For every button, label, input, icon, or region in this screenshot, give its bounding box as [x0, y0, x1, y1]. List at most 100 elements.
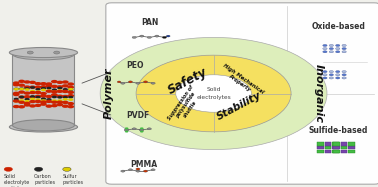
Circle shape [36, 96, 41, 98]
Circle shape [54, 51, 60, 54]
Circle shape [56, 90, 63, 93]
Circle shape [68, 88, 73, 91]
Circle shape [46, 87, 51, 89]
Circle shape [67, 102, 74, 105]
Circle shape [329, 70, 333, 73]
Circle shape [25, 88, 30, 91]
Circle shape [36, 88, 41, 91]
Circle shape [323, 70, 327, 73]
Circle shape [13, 105, 20, 108]
Circle shape [117, 81, 121, 83]
Circle shape [68, 96, 73, 98]
Circle shape [121, 170, 125, 172]
Circle shape [51, 80, 58, 83]
FancyBboxPatch shape [333, 146, 339, 149]
Circle shape [4, 167, 12, 171]
Circle shape [136, 55, 291, 132]
Circle shape [151, 169, 155, 171]
Circle shape [100, 37, 327, 150]
Circle shape [45, 105, 52, 108]
Circle shape [124, 129, 129, 131]
Circle shape [136, 170, 140, 172]
FancyBboxPatch shape [325, 150, 332, 153]
Circle shape [336, 51, 340, 53]
Circle shape [18, 105, 25, 108]
Circle shape [342, 70, 346, 73]
FancyBboxPatch shape [341, 150, 347, 153]
Circle shape [35, 85, 42, 89]
Circle shape [19, 99, 24, 102]
Ellipse shape [12, 49, 74, 60]
Circle shape [68, 98, 73, 101]
Circle shape [336, 74, 340, 76]
Circle shape [132, 36, 136, 39]
Circle shape [13, 99, 20, 103]
FancyBboxPatch shape [341, 142, 347, 145]
Circle shape [35, 91, 42, 94]
Text: Suppression of
polysulfide
shuttle: Suppression of polysulfide shuttle [167, 84, 204, 127]
Circle shape [13, 92, 20, 95]
Circle shape [56, 85, 63, 88]
Text: Stability: Stability [215, 90, 263, 122]
FancyBboxPatch shape [317, 146, 324, 149]
Circle shape [63, 167, 71, 171]
Circle shape [62, 95, 69, 98]
Circle shape [19, 88, 24, 90]
Circle shape [51, 90, 58, 94]
Circle shape [14, 88, 19, 91]
FancyBboxPatch shape [325, 142, 332, 145]
Circle shape [34, 167, 43, 171]
Circle shape [40, 94, 47, 98]
Circle shape [51, 85, 58, 88]
Circle shape [67, 94, 74, 97]
Circle shape [63, 98, 68, 101]
Circle shape [52, 99, 57, 102]
FancyBboxPatch shape [349, 146, 355, 149]
Circle shape [162, 36, 167, 39]
Circle shape [62, 84, 69, 88]
Text: Polymer: Polymer [104, 68, 113, 119]
FancyBboxPatch shape [333, 146, 339, 149]
Circle shape [140, 131, 143, 132]
Circle shape [342, 51, 346, 53]
Circle shape [13, 93, 20, 96]
Circle shape [24, 91, 31, 95]
Circle shape [24, 103, 31, 107]
Circle shape [52, 88, 57, 91]
FancyBboxPatch shape [349, 142, 355, 145]
Circle shape [19, 88, 24, 90]
Circle shape [121, 82, 125, 84]
Circle shape [62, 101, 69, 104]
Circle shape [329, 51, 333, 53]
Text: Sulfur
particles: Sulfur particles [62, 174, 84, 185]
Circle shape [25, 100, 30, 102]
Circle shape [35, 100, 42, 103]
Circle shape [329, 74, 333, 76]
FancyBboxPatch shape [325, 146, 332, 149]
Text: Sulfide-based: Sulfide-based [308, 126, 368, 135]
Circle shape [329, 47, 333, 50]
Circle shape [41, 87, 46, 90]
Circle shape [67, 82, 74, 86]
Circle shape [29, 96, 36, 99]
Text: Carbon
particles: Carbon particles [34, 174, 55, 185]
Circle shape [52, 90, 57, 93]
Circle shape [51, 101, 58, 104]
Text: Solid
electrolyte
particles: Solid electrolyte particles [4, 174, 30, 187]
Circle shape [36, 90, 41, 93]
Circle shape [46, 98, 51, 101]
Circle shape [132, 128, 136, 130]
Circle shape [35, 95, 42, 98]
Circle shape [323, 47, 327, 50]
Circle shape [139, 35, 144, 37]
Circle shape [41, 99, 46, 102]
Circle shape [40, 102, 47, 106]
Text: Oxide-based: Oxide-based [311, 22, 365, 31]
Circle shape [40, 82, 47, 85]
Circle shape [45, 100, 52, 103]
FancyBboxPatch shape [106, 3, 378, 184]
Text: PVDF: PVDF [127, 111, 150, 120]
Text: PEO: PEO [127, 61, 144, 70]
Circle shape [30, 86, 35, 89]
Circle shape [128, 169, 133, 171]
